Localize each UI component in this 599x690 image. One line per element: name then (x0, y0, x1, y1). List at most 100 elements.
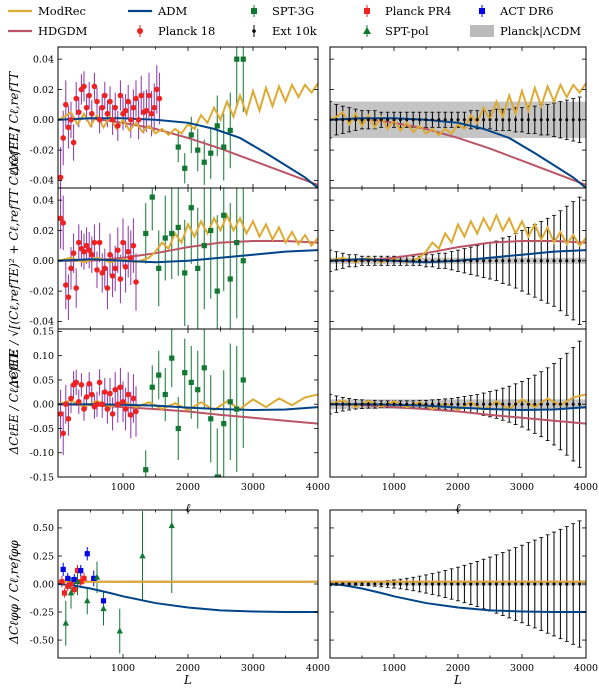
data-point-ext-10k (533, 259, 537, 263)
data-point-planck-18 (58, 174, 64, 181)
data-point-spt-3g (240, 258, 246, 264)
data-point-ext-10k (526, 259, 530, 263)
data-point-planck-18 (154, 86, 160, 93)
data-point-planck-18 (63, 401, 69, 408)
y-tick-label: 0.50 (33, 523, 54, 534)
data-point-planck-18 (104, 406, 111, 412)
data-point-planck-18 (115, 123, 121, 129)
data-point-ext-10k (514, 582, 518, 586)
data-point-spt-pol (67, 589, 75, 596)
y-tick-label: 0.00 (33, 400, 54, 411)
data-point-planck-18 (120, 398, 126, 405)
x-tick-label: 3000 (510, 482, 534, 493)
data-point-ext-10k (411, 259, 415, 263)
data-point-spt-3g (156, 265, 162, 271)
data-point-ext-10k (571, 259, 575, 263)
data-point-ext-10k (379, 118, 383, 122)
data-point-spt-3g (221, 144, 227, 150)
data-point-ext-10k (373, 402, 377, 406)
data-point-planck-pr4 (65, 583, 71, 589)
data-point-planck-18 (91, 83, 98, 90)
data-point-planck-18 (89, 391, 95, 398)
data-point-spt-3g (214, 474, 220, 477)
data-point-ext-10k (354, 259, 358, 263)
plot-area (58, 47, 318, 188)
data-point-ext-10k (501, 582, 505, 586)
x-tick-label: 1000 (382, 663, 406, 674)
legend-swatch-spt-3g (251, 8, 257, 14)
data-point-planck-18 (109, 411, 116, 417)
legend-label-ext-10k: Ext 10k (272, 24, 318, 38)
y-axis-label-tt: ΔCℓTT / Cℓ,refTT (7, 71, 21, 175)
series-line-modrec (58, 82, 318, 137)
data-point-ext-10k (565, 582, 569, 586)
data-point-planck-18 (109, 116, 116, 123)
data-point-ext-10k (347, 259, 351, 263)
data-point-spt-pol (139, 552, 146, 559)
data-point-spt-3g (208, 150, 214, 156)
data-point-spt-3g (214, 123, 220, 129)
legend-swatch-ext-10k (252, 29, 256, 33)
data-point-ext-10k (443, 402, 447, 406)
data-point-ext-10k (552, 259, 556, 263)
data-point-ext-10k (520, 402, 524, 406)
data-point-planck-18 (83, 242, 90, 249)
data-point-planck-18 (86, 247, 92, 253)
data-point-planck-18 (96, 116, 103, 123)
data-point-planck-18 (112, 104, 118, 111)
series-line-modrec (330, 393, 586, 412)
legend: ModRec ADM SPT-3G Planck PR4 ACT DR6 HDGDM Pla… (8, 4, 581, 39)
y-tick-label: 0.05 (33, 375, 54, 386)
plot-area (58, 188, 318, 329)
data-point-spt-pol (116, 627, 123, 634)
data-point-ext-10k (392, 118, 396, 122)
data-point-planck-18 (120, 239, 126, 246)
data-point-act-dr6 (91, 575, 97, 581)
data-point-ext-10k (386, 402, 390, 406)
data-point-ext-10k (539, 402, 543, 406)
data-point-ext-10k (386, 118, 390, 122)
data-point-spt-3g (221, 212, 227, 218)
data-point-ext-10k (514, 118, 518, 122)
data-point-ext-10k (411, 118, 415, 122)
data-point-ext-10k (565, 259, 569, 263)
legend-entry-act-dr6: ACT DR6 (479, 4, 554, 18)
x-tick-label: 3000 (510, 663, 534, 674)
data-point-act-dr6 (84, 551, 90, 557)
data-point-planck-18 (73, 379, 79, 386)
data-point-ext-10k (539, 259, 543, 263)
data-point-ext-10k (456, 402, 460, 406)
data-point-spt-3g (240, 377, 246, 383)
data-point-ext-10k (552, 402, 556, 406)
x-tick-label: 3000 (241, 482, 265, 493)
data-point-planck-18 (73, 95, 79, 102)
data-point-spt-3g (208, 227, 214, 234)
data-point-ext-10k (514, 259, 518, 263)
data-point-spt-3g (227, 399, 233, 405)
data-point-planck-18 (76, 398, 82, 405)
series-line-adm (330, 583, 586, 614)
series-line-adm (58, 117, 318, 188)
data-point-spt-3g (227, 127, 233, 133)
data-point-planck-18 (73, 285, 79, 291)
data-point-ext-10k (558, 118, 562, 122)
data-point-ext-10k (546, 259, 550, 263)
data-point-planck-18 (78, 382, 85, 388)
data-point-planck-18 (125, 248, 131, 255)
legend-entry-spt-pol: SPT-pol (363, 24, 429, 38)
data-point-planck-18 (81, 248, 87, 255)
data-point-ext-10k (334, 402, 338, 406)
data-point-spt-3g (143, 230, 149, 237)
legend-label-planck-cdm: Planck|ΛCDM (500, 24, 581, 39)
data-point-planck-18 (130, 104, 137, 111)
legend-swatch-act-dr6 (479, 8, 485, 14)
series-line-adm (330, 117, 586, 188)
data-point-ext-10k (450, 259, 454, 263)
data-point-planck-pr4 (71, 587, 77, 593)
data-point-ext-10k (469, 259, 473, 263)
plot-area (330, 82, 586, 188)
data-point-spt-pol (93, 573, 101, 580)
data-point-ext-10k (462, 582, 466, 586)
data-point-planck-18 (86, 92, 92, 99)
data-point-spt-3g (143, 467, 149, 473)
